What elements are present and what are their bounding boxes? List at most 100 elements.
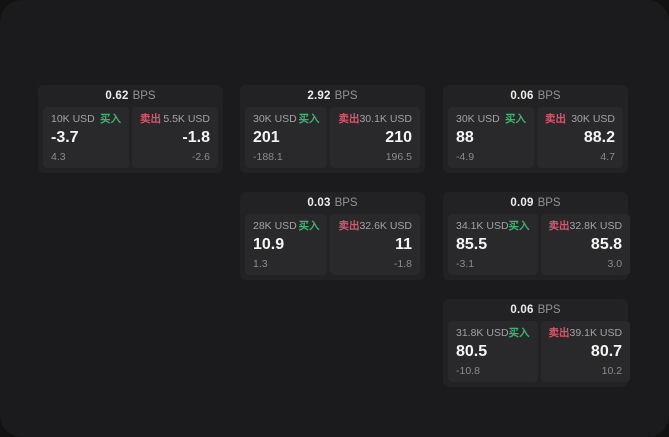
sell-price: 80.7: [590, 343, 623, 360]
buy-tile-top: 34.1K USD 买入: [456, 221, 530, 232]
buy-tile-top: 31.8K USD 买入: [456, 328, 530, 339]
buy-sub-value: -3.1: [456, 257, 475, 270]
buy-sub-value: -4.9: [456, 150, 475, 163]
buy-amount: 30K USD: [253, 113, 297, 125]
buy-amount: 28K USD: [253, 220, 297, 232]
sell-sub-value: 10.2: [601, 364, 623, 377]
quote-card: 0.06 BPS 30K USD 买入 88 -4.9 卖出 30K USD: [443, 85, 628, 173]
sell-tile[interactable]: 卖出 32.8K USD 85.8 3.0: [540, 214, 631, 275]
buy-tile-top: 10K USD 买入: [51, 114, 121, 125]
spread-header: 2.92 BPS: [240, 85, 425, 107]
quote-card: 0.03 BPS 28K USD 买入 10.9 1.3 卖出 32.6K US…: [240, 192, 425, 280]
sell-side-label: 卖出: [338, 220, 360, 232]
quote-body: 31.8K USD 买入 80.5 -10.8 卖出 39.1K USD 80.…: [448, 321, 631, 382]
spread-value: 0.62: [105, 90, 129, 102]
buy-tile-top: 28K USD 买入: [253, 221, 319, 232]
sell-tile-top: 卖出 30.1K USD: [338, 114, 412, 125]
buy-tile[interactable]: 30K USD 买入 201 -188.1: [245, 107, 328, 168]
buy-amount: 30K USD: [456, 113, 500, 125]
buy-price: 10.9: [253, 236, 285, 253]
buy-side-label: 买入: [298, 220, 320, 232]
buy-tile[interactable]: 28K USD 买入 10.9 1.3: [245, 214, 328, 275]
spread-unit-label: BPS: [334, 197, 358, 209]
sell-price: 11: [395, 236, 412, 253]
spread-header: 0.03 BPS: [240, 192, 425, 214]
sell-side-label: 卖出: [338, 113, 360, 125]
sell-amount: 39.1K USD: [569, 327, 623, 339]
buy-tile-top: 30K USD 买入: [456, 114, 526, 125]
sell-amount: 5.5K USD: [163, 113, 210, 125]
sell-tile-top: 卖出 30K USD: [545, 114, 615, 125]
quote-card: 2.92 BPS 30K USD 买入 201 -188.1 卖出 30.1K …: [240, 85, 425, 173]
sell-amount: 32.8K USD: [569, 220, 623, 232]
spread-unit-label: BPS: [132, 90, 156, 102]
buy-tile[interactable]: 34.1K USD 买入 85.5 -3.1: [448, 214, 538, 275]
quote-body: 30K USD 买入 201 -188.1 卖出 30.1K USD 210 1…: [245, 107, 420, 168]
quote-card: 0.06 BPS 31.8K USD 买入 80.5 -10.8 卖出 39.1…: [443, 299, 631, 387]
sell-tile-top: 卖出 32.8K USD: [549, 221, 623, 232]
sell-side-label: 卖出: [140, 113, 161, 125]
sell-sub-value: 3.0: [607, 257, 623, 270]
sell-price: 210: [385, 129, 412, 146]
buy-side-label: 买入: [505, 113, 526, 125]
buy-side-label: 买入: [298, 113, 320, 125]
buy-sub-value: -10.8: [456, 364, 480, 377]
sell-tile-top: 卖出 39.1K USD: [549, 328, 623, 339]
sell-tile[interactable]: 卖出 32.6K USD 11 -1.8: [330, 214, 420, 275]
buy-side-label: 买入: [508, 327, 530, 339]
sell-amount: 32.6K USD: [359, 220, 412, 232]
buy-sub-value: -188.1: [253, 150, 283, 163]
sell-side-label: 卖出: [548, 327, 570, 339]
sell-tile[interactable]: 卖出 5.5K USD -1.8 -2.6: [132, 107, 218, 168]
buy-tile-top: 30K USD 买入: [253, 114, 319, 125]
quote-body: 34.1K USD 买入 85.5 -3.1 卖出 32.8K USD 85.8…: [448, 214, 631, 275]
sell-price: 85.8: [590, 236, 623, 253]
buy-tile[interactable]: 31.8K USD 买入 80.5 -10.8: [448, 321, 538, 382]
spread-header: 0.06 BPS: [443, 85, 628, 107]
buy-sub-value: 1.3: [253, 257, 268, 270]
buy-price: 201: [253, 129, 280, 146]
spread-value: 0.09: [510, 197, 534, 209]
sell-amount: 30.1K USD: [359, 113, 412, 125]
sell-tile[interactable]: 卖出 30.1K USD 210 196.5: [330, 107, 420, 168]
spread-header: 0.09 BPS: [443, 192, 628, 214]
buy-price: 80.5: [456, 343, 488, 360]
spread-value: 0.06: [510, 90, 534, 102]
buy-tile[interactable]: 30K USD 买入 88 -4.9: [448, 107, 534, 168]
buy-price: -3.7: [51, 129, 79, 146]
sell-tile-top: 卖出 5.5K USD: [140, 114, 210, 125]
sell-amount: 30K USD: [571, 113, 615, 125]
buy-side-label: 买入: [508, 220, 530, 232]
sell-tile[interactable]: 卖出 39.1K USD 80.7 10.2: [540, 321, 631, 382]
buy-price: 85.5: [456, 236, 488, 253]
sell-sub-value: 196.5: [385, 150, 412, 163]
buy-amount: 31.8K USD: [456, 327, 509, 339]
sell-sub-value: 4.7: [600, 150, 615, 163]
quote-card: 0.62 BPS 10K USD 买入 -3.7 4.3 卖出 5.5K USD: [38, 85, 223, 173]
spread-header: 0.06 BPS: [443, 299, 628, 321]
spread-value: 2.92: [307, 90, 331, 102]
buy-price: 88: [456, 129, 474, 146]
sell-price: -1.8: [182, 129, 210, 146]
sell-side-label: 卖出: [548, 220, 570, 232]
sell-price: 88.2: [583, 129, 615, 146]
sell-tile-top: 卖出 32.6K USD: [338, 221, 412, 232]
sell-tile[interactable]: 卖出 30K USD 88.2 4.7: [537, 107, 623, 168]
spread-value: 0.03: [307, 197, 331, 209]
buy-amount: 34.1K USD: [456, 220, 509, 232]
sell-side-label: 卖出: [545, 113, 566, 125]
spread-value: 0.06: [510, 304, 534, 316]
spread-unit-label: BPS: [537, 304, 561, 316]
spread-unit-label: BPS: [537, 90, 561, 102]
spread-header: 0.62 BPS: [38, 85, 223, 107]
quote-body: 30K USD 买入 88 -4.9 卖出 30K USD 88.2 4.7: [448, 107, 623, 168]
buy-amount: 10K USD: [51, 113, 95, 125]
buy-side-label: 买入: [100, 113, 121, 125]
spread-unit-label: BPS: [334, 90, 358, 102]
buy-tile[interactable]: 10K USD 买入 -3.7 4.3: [43, 107, 129, 168]
sell-sub-value: -1.8: [393, 257, 412, 270]
spread-unit-label: BPS: [537, 197, 561, 209]
buy-sub-value: 4.3: [51, 150, 66, 163]
